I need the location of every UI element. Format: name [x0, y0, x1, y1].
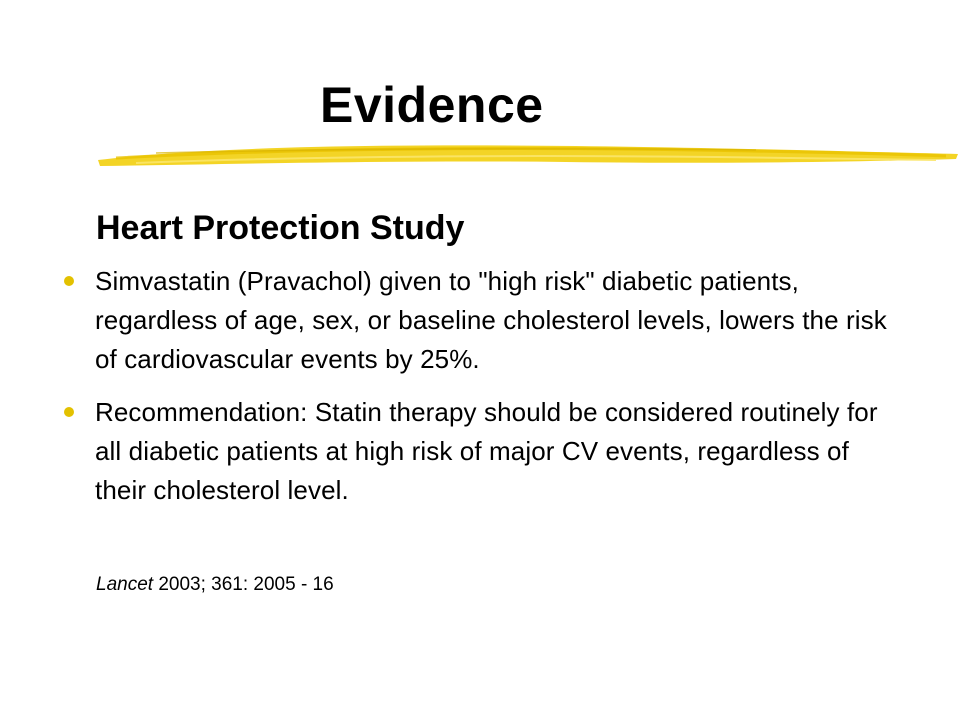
- bullet-text: Recommendation: Statin therapy should be…: [95, 397, 878, 505]
- citation-details: 2003; 361: 2005 - 16: [153, 574, 334, 595]
- bullet-dot-icon: [64, 276, 74, 286]
- title-underline-brush-stroke: [98, 145, 958, 166]
- citation: Lancet 2003; 361: 2005 - 16: [96, 574, 334, 596]
- bullet-text: Simvastatin (Pravachol) given to "high r…: [95, 266, 887, 374]
- section-heading: Heart Protection Study: [96, 209, 465, 247]
- citation-journal: Lancet: [96, 574, 154, 595]
- bullet-dot-icon: [64, 407, 74, 417]
- slide-title: Evidence: [320, 77, 544, 133]
